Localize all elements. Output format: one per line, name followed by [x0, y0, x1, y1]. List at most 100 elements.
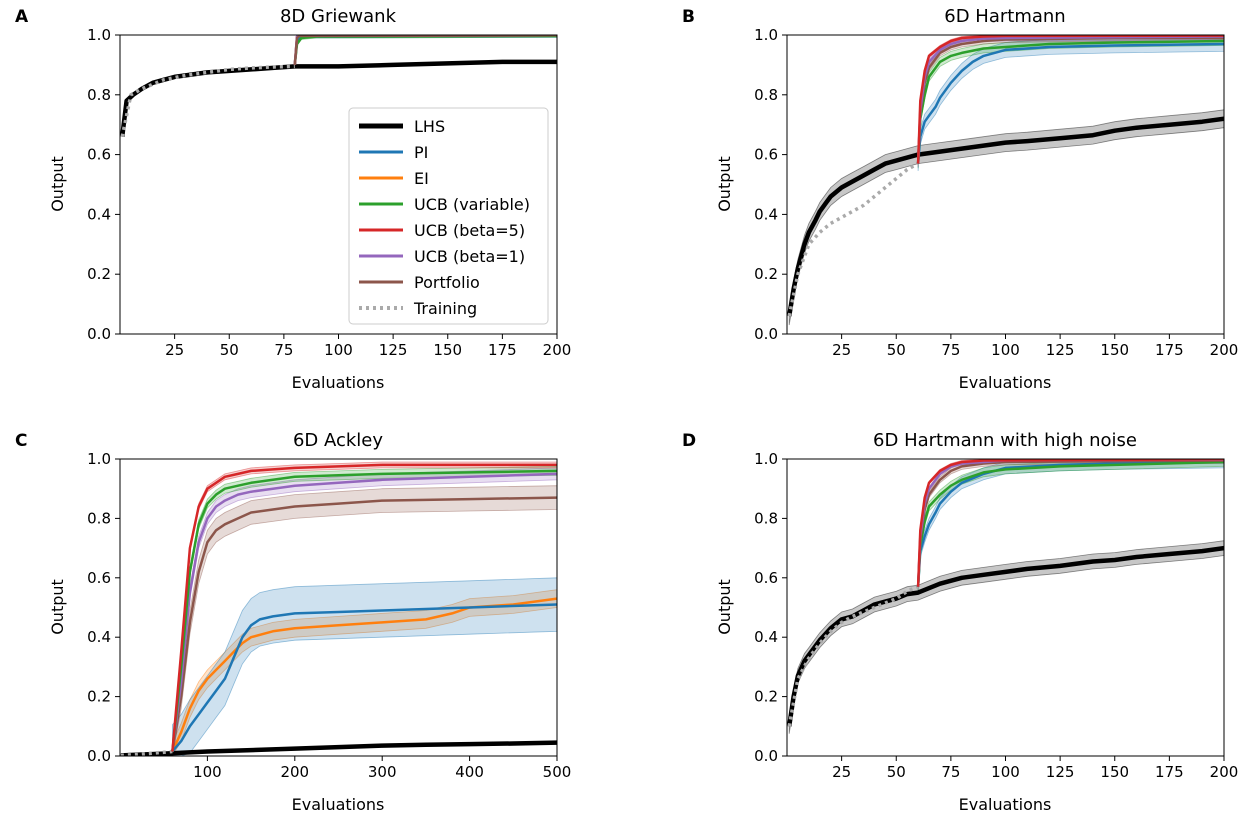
- band-ucb-beta-5-c: [172, 461, 557, 755]
- x-tick-label-a: 50: [220, 341, 239, 359]
- x-tick-label-c: 500: [543, 763, 572, 781]
- x-tick-label-c: 100: [193, 763, 222, 781]
- x-tick-label-d: 50: [887, 763, 906, 781]
- plot-frame-d: [786, 458, 1225, 757]
- panel-letter-a: A: [15, 7, 29, 27]
- x-axis-label-d: Evaluations: [959, 795, 1052, 814]
- y-tick-label-c: 0.2: [87, 688, 111, 706]
- y-axis-label-a: Output: [48, 156, 67, 212]
- axes-a: 25 50 75 100 125 150 175 200 0.0 0.2 0.4 0.6 0.8 1.0: [87, 26, 571, 359]
- panel-b: B 6D Hartmann 25 50 75 100 125 150 175 200 0.0 0.…: [682, 6, 1238, 392]
- axes-b: 25 50 75 100 125 150 175 200 0.0 0.2 0.4 0.6 0.8 1.0: [754, 26, 1238, 359]
- series-line-lhs-d: [787, 545, 1224, 727]
- chart-title-b: 6D Hartmann: [944, 6, 1065, 27]
- series-line-training-d: [787, 585, 919, 727]
- x-tick-label-a: 125: [379, 341, 408, 359]
- x-tick-label-b: 25: [832, 341, 851, 359]
- series-line-ucb-variable-c: [171, 469, 557, 752]
- band-lhs-d: [788, 540, 1224, 734]
- legend-label-ucb-variable: UCB (variable): [414, 195, 530, 214]
- band-lhs-b: [788, 109, 1224, 326]
- x-tick-label-d: 75: [941, 763, 960, 781]
- legend-label-training: Training: [413, 299, 477, 318]
- axes-d: 25 50 75 100 125 150 175 200 0.0 0.2 0.4 0.6 0.8 1.0: [754, 450, 1238, 781]
- x-tick-label-c: 200: [280, 763, 309, 781]
- y-axis-label-c: Output: [48, 579, 67, 635]
- band-pi-b: [917, 36, 1224, 172]
- x-tick-label-c: 300: [368, 763, 397, 781]
- x-tick-label-c: 400: [455, 763, 484, 781]
- plot-frame-b: [786, 34, 1225, 335]
- panel-letter-c: C: [15, 431, 27, 451]
- plot-layer-c: [120, 461, 557, 756]
- legend-label-pi: PI: [414, 143, 428, 162]
- chart-title-d: 6D Hartmann with high noise: [873, 430, 1137, 451]
- x-tick-label-d: 25: [832, 763, 851, 781]
- y-tick-label-d: 1.0: [754, 450, 778, 468]
- plot-frame-a: [119, 34, 558, 335]
- series-line-pi-c: [171, 603, 557, 753]
- x-tick-label-d: 200: [1210, 763, 1239, 781]
- x-axis-label-a: Evaluations: [292, 373, 385, 392]
- plot-layer-d: [787, 459, 1224, 734]
- y-tick-label-d: 0.8: [754, 509, 778, 527]
- series-line-ei-c: [171, 597, 557, 753]
- y-tick-label-d: 0.6: [754, 569, 778, 587]
- axes-c: 100 200 300 400 500 0.0 0.2 0.4 0.6 0.8 1.0: [87, 450, 571, 781]
- legend: LHS PI EI UCB (variable) UCB (beta=5) UCB (be…: [348, 107, 549, 325]
- x-tick-label-b: 175: [1155, 341, 1184, 359]
- y-tick-label-a: 0.0: [87, 325, 111, 343]
- series-line-ucb-beta-1-c: [171, 472, 557, 752]
- y-tick-label-d: 0.0: [754, 747, 778, 765]
- legend-label-lhs: LHS: [414, 117, 445, 136]
- y-tick-label-b: 0.4: [754, 205, 778, 223]
- x-tick-label-b: 150: [1100, 341, 1129, 359]
- y-tick-label-d: 0.2: [754, 688, 778, 706]
- x-tick-label-b: 75: [941, 341, 960, 359]
- series-line-ucb-variable-b: [916, 39, 1224, 164]
- y-tick-label-c: 0.4: [87, 628, 111, 646]
- x-tick-label-d: 150: [1100, 763, 1129, 781]
- y-tick-label-b: 0.8: [754, 86, 778, 104]
- panel-letter-d: D: [682, 431, 696, 451]
- band-ucb-beta-1-c: [172, 467, 557, 756]
- x-axis-label-c: Evaluations: [292, 795, 385, 814]
- y-tick-label-b: 0.6: [754, 146, 778, 164]
- series-line-ucb-beta-5-c: [171, 463, 557, 752]
- legend-label-ucb-beta-5: UCB (beta=5): [414, 221, 525, 240]
- x-tick-label-d: 125: [1046, 763, 1075, 781]
- x-tick-label-a: 100: [324, 341, 353, 359]
- x-axis-label-b: Evaluations: [959, 373, 1052, 392]
- x-tick-label-a: 200: [543, 341, 572, 359]
- y-tick-label-a: 0.6: [87, 146, 111, 164]
- y-tick-label-c: 1.0: [87, 450, 111, 468]
- series-line-ucb-beta-5-b: [916, 35, 1224, 164]
- panel-c: C 6D Ackley 100 200 300 400 500 0.0 0.2 0.4 0.6 0…: [15, 430, 571, 814]
- panel-a: A 8D Griewank 25 50 75 100 125 150 175 200 0.0 0.…: [15, 6, 571, 392]
- y-axis-label-d: Output: [715, 579, 734, 635]
- band-pi-d: [917, 459, 1224, 593]
- y-tick-label-c: 0.0: [87, 747, 111, 765]
- series-line-pi-b: [916, 42, 1224, 164]
- y-tick-label-b: 0.0: [754, 325, 778, 343]
- series-line-ucb-variable-d: [916, 460, 1224, 587]
- series-line-ucb-beta-5-d: [916, 459, 1224, 587]
- plot-layer-b: [787, 35, 1224, 326]
- legend-frame: [348, 107, 549, 325]
- x-tick-label-b: 200: [1210, 341, 1239, 359]
- x-tick-label-d: 175: [1155, 763, 1184, 781]
- y-tick-label-d: 0.4: [754, 628, 778, 646]
- series-line-portfolio-c: [171, 496, 557, 752]
- y-tick-label-b: 0.2: [754, 265, 778, 283]
- x-tick-label-b: 100: [991, 341, 1020, 359]
- y-tick-label-a: 0.2: [87, 265, 111, 283]
- series-line-lhs-b: [787, 116, 1224, 317]
- x-tick-label-b: 50: [887, 341, 906, 359]
- y-axis-label-b: Output: [715, 156, 734, 212]
- x-tick-label-a: 150: [433, 341, 462, 359]
- x-tick-label-d: 100: [991, 763, 1020, 781]
- legend-label-ei: EI: [414, 169, 429, 188]
- series-line-training-a: [120, 64, 295, 138]
- series-line-pi-d: [916, 460, 1224, 587]
